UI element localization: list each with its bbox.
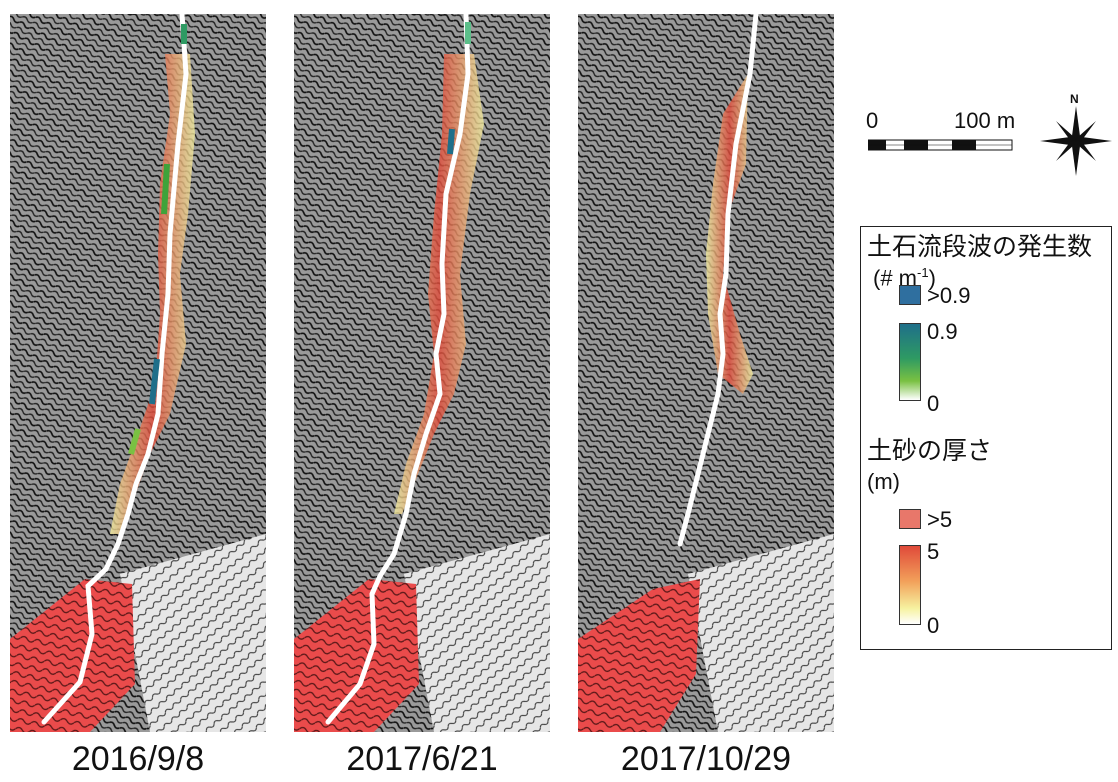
- legend-sediment-title: 土砂の厚さ: [867, 437, 993, 465]
- deposit-zone: [394, 54, 484, 514]
- deposit-fan: [10, 579, 135, 732]
- map-panel-3: [578, 14, 834, 732]
- surge-marker: [149, 358, 160, 405]
- scale-bar-graphic: [868, 139, 1013, 151]
- surge-gradient-swatch: [899, 323, 921, 401]
- map-panel-1: [10, 14, 266, 732]
- sediment-gradient-swatch: [899, 545, 921, 625]
- panel-date-3: 2017/10/29: [620, 740, 792, 778]
- surge-marker: [447, 128, 455, 155]
- topographic-map: [294, 14, 550, 732]
- north-star-icon: [1040, 106, 1112, 176]
- surge-over-label: >0.9: [927, 283, 971, 308]
- surge-marker: [161, 163, 170, 215]
- topographic-map: [10, 14, 266, 732]
- deposit-fan: [578, 579, 700, 732]
- surge-min-label: 0: [927, 391, 940, 416]
- deposit-fan: [294, 579, 419, 732]
- north-arrow: N: [1040, 92, 1112, 176]
- scale-length-label: 100 m: [954, 108, 1016, 133]
- map-panel-2: [294, 14, 550, 732]
- legend-surge-title: 土石流段波の発生数: [867, 233, 1093, 261]
- sediment-max-label: 5: [927, 539, 940, 564]
- scale-bar: 0 100 m: [866, 108, 1016, 158]
- topographic-map: [578, 14, 834, 732]
- legend-sediment-unit: (m): [867, 469, 900, 494]
- scale-zero-label: 0: [866, 108, 879, 133]
- flow-channel: [677, 14, 759, 547]
- panel-date-1: 2016/9/8: [71, 740, 205, 778]
- surge-marker: [128, 428, 141, 455]
- flow-channel: [325, 14, 471, 725]
- flow-channel: [41, 14, 189, 725]
- surge-over-swatch: [899, 285, 921, 305]
- sediment-min-label: 0: [927, 613, 940, 638]
- sediment-over-swatch: [899, 509, 921, 529]
- panel-date-2: 2017/6/21: [346, 740, 498, 778]
- sediment-over-label: >5: [927, 507, 953, 532]
- surge-max-label: 0.9: [927, 319, 958, 344]
- map-legend: 土石流段波の発生数 (# m-1) >0.9 0.9 0 土砂の厚さ (m) >…: [860, 226, 1112, 650]
- north-label: N: [1070, 92, 1079, 106]
